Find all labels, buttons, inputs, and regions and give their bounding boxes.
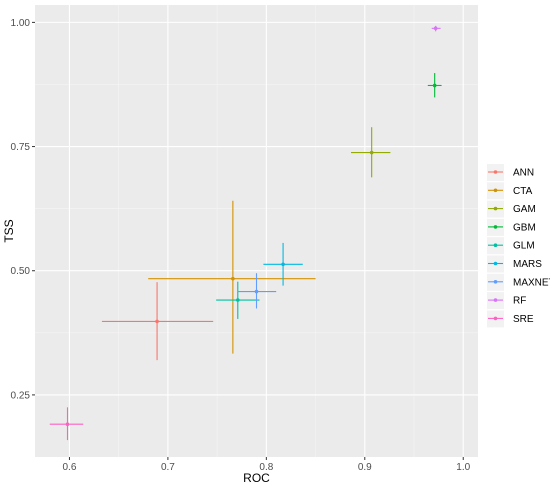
major-gridlines [35,5,478,457]
y-tick-label: 0.75 [11,142,31,153]
legend-label: GBM [513,222,536,233]
x-tick-label: 0.9 [358,462,372,473]
legend-key-point [493,225,498,229]
legend-label: MARS [513,259,542,270]
data-point [254,289,259,294]
legend-key-point [493,280,498,284]
legend-item-glm: GLM [487,237,535,255]
data-point [235,298,240,302]
series-sre [49,407,84,441]
legend-label: MAXNET [513,277,550,288]
legend-label: CTA [513,186,533,197]
x-tick-label: 0.8 [259,462,273,473]
plot-panel [35,5,478,457]
legend-key-point [493,316,498,321]
legend: ANN CTA GAM GBM GLM MARS MAXNET RF SRE [487,164,550,328]
legend-label: ANN [513,168,534,179]
legend-key-point [493,261,498,266]
legend-item-gbm: GBM [487,218,536,236]
data-point [369,150,374,155]
y-tick-label: 0.50 [11,266,31,277]
data-marks [49,25,442,441]
legend-key-point [493,188,498,193]
legend-label: RF [513,296,526,307]
x-axis-title: ROC [243,471,270,485]
legend-item-maxnet: MAXNET [487,273,550,291]
legend-key-point [493,170,498,174]
legend-key-point [493,206,498,211]
legend-item-sre: SRE [487,310,534,328]
minor-gridlines [35,5,478,457]
legend-item-ann: ANN [487,164,534,181]
legend-label: GLM [513,241,535,252]
data-point [432,83,437,88]
data-point [155,319,159,324]
data-point [231,276,235,281]
y-axis-title: TSS [2,219,16,242]
x-tick-label: 0.7 [161,462,175,473]
legend-item-rf: RF [487,292,526,310]
y-tick-label: 0.25 [11,390,31,401]
legend-key-point [493,298,498,302]
series-maxnet [237,273,277,309]
data-point [281,262,285,267]
series-glm [216,281,260,319]
series-gbm [427,73,442,98]
series-rf [431,25,441,32]
x-axis-ticks: 0.6 0.7 0.8 0.9 1.0 [63,457,471,473]
legend-item-gam: GAM [487,200,536,218]
series-ann [101,282,214,361]
series-mars [263,242,303,286]
y-axis-ticks: 0.25 0.50 0.75 1.00 [11,18,35,401]
legend-label: SRE [513,314,534,325]
data-point [65,422,70,427]
series-gam [351,127,391,178]
legend-item-mars: MARS [487,255,542,273]
x-tick-label: 1.0 [456,462,470,473]
series-cta [148,200,316,354]
legend-label: GAM [513,204,536,215]
legend-item-cta: CTA [487,182,533,200]
data-point [433,26,438,31]
legend-key-point [493,243,498,247]
x-tick-label: 0.6 [63,462,77,473]
y-tick-label: 1.00 [11,18,31,29]
